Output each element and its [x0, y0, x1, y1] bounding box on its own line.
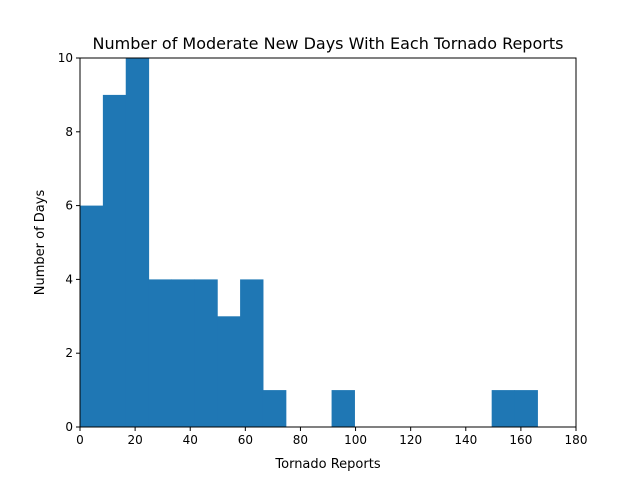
y-tick-label: 6 [65, 199, 73, 213]
x-tick-label: 140 [454, 433, 477, 447]
histogram-bar [514, 390, 538, 427]
y-tick-label: 2 [65, 346, 73, 360]
y-tick-label: 8 [65, 125, 73, 139]
x-tick-label: 40 [183, 433, 198, 447]
plot-frame [79, 57, 577, 428]
y-tick-label: 10 [58, 51, 73, 65]
histogram-bar [331, 390, 355, 427]
histogram-bar [491, 390, 516, 427]
histogram-bar [148, 279, 172, 427]
x-tick-label: 80 [293, 433, 308, 447]
x-tick-label: 60 [238, 433, 253, 447]
bars-group [80, 58, 538, 428]
x-tick-label: 100 [344, 433, 367, 447]
x-tick-label: 160 [509, 433, 532, 447]
histogram-bar [171, 279, 195, 427]
histogram-bar [102, 94, 127, 428]
x-axis-label: Tornado Reports [274, 457, 380, 472]
x-tick-label: 180 [565, 433, 588, 447]
y-axis-ticks: 0 2 4 6 8 10 [58, 51, 80, 434]
y-axis-label: Number of Days [33, 190, 48, 296]
histogram-bar [125, 58, 150, 427]
histogram-bar [80, 205, 104, 427]
histogram-bar [240, 279, 264, 427]
x-tick-label: 120 [399, 433, 422, 447]
y-tick-label: 0 [65, 420, 73, 434]
histogram-bar [262, 390, 287, 427]
x-axis-ticks: 0 20 40 60 80 100 120 140 160 180 [76, 427, 587, 447]
x-tick-label: 20 [127, 433, 142, 447]
histogram-bar [194, 279, 218, 427]
histogram-bar [217, 316, 241, 427]
x-tick-label: 0 [76, 433, 84, 447]
chart-title: Number of Moderate New Days With Each To… [93, 34, 564, 53]
y-tick-label: 4 [65, 272, 73, 286]
